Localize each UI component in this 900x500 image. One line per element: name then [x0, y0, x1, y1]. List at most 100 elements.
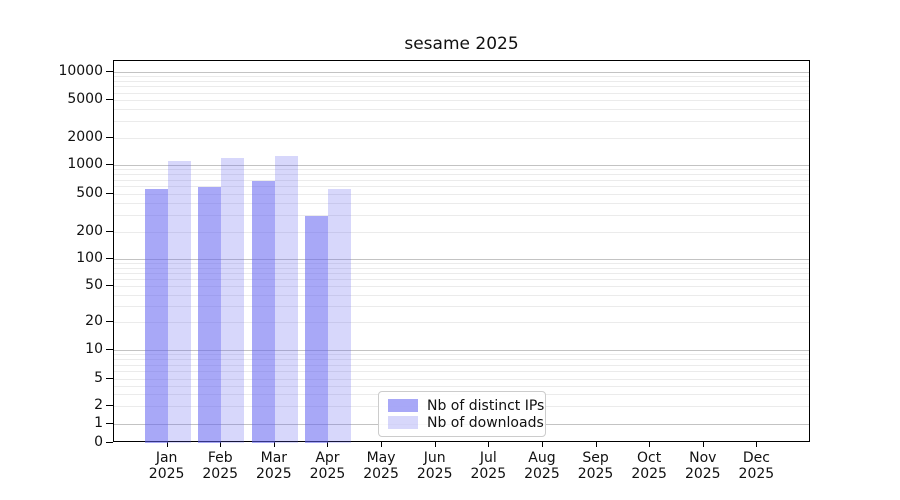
x-tick-label: Jul 2025	[460, 450, 516, 482]
chart-title: sesame 2025	[404, 34, 519, 54]
y-tick-label: 5	[94, 370, 103, 386]
bar-nb-of-distinct-ips	[144, 189, 168, 443]
y-tick-mark	[106, 423, 113, 424]
gridline-minor	[114, 186, 809, 188]
x-tick-month: May	[366, 450, 396, 466]
x-tick-year: 2025	[524, 466, 560, 482]
x-tick-label: Mar 2025	[246, 450, 302, 482]
gridline-minor	[114, 120, 809, 122]
x-tick-mark	[595, 442, 597, 447]
y-tick-label: 200	[76, 223, 103, 239]
gridline-minor	[114, 278, 809, 280]
x-tick-label: Dec 2025	[728, 450, 784, 482]
y-tick-mark	[106, 70, 113, 72]
gridline-minor	[114, 203, 809, 205]
y-tick-mark	[106, 136, 113, 138]
y-tick-label: 1000	[67, 156, 103, 172]
bar-nb-of-downloads	[274, 155, 298, 443]
y-tick-mark	[106, 378, 113, 379]
x-tick-mark	[166, 442, 168, 447]
y-tick-mark	[106, 405, 113, 406]
x-tick-mark	[220, 442, 222, 447]
x-tick-year: 2025	[202, 466, 239, 482]
x-tick-mark	[381, 442, 383, 447]
gridline-major	[114, 259, 809, 260]
x-tick-mark	[327, 442, 329, 447]
gridline-minor	[114, 137, 809, 139]
y-tick-label: 10000	[58, 62, 103, 79]
x-tick-month: Jul	[479, 450, 497, 466]
gridline-minor	[114, 267, 809, 269]
gridline-minor	[114, 354, 809, 356]
gridline-minor	[114, 379, 809, 380]
legend-label: Nb of downloads	[427, 414, 544, 431]
x-tick-year: 2025	[631, 466, 667, 482]
x-tick-label: Feb 2025	[192, 450, 248, 482]
bar-nb-of-distinct-ips	[198, 187, 222, 443]
x-tick-label: Nov 2025	[675, 450, 731, 482]
y-tick-label: 500	[76, 185, 103, 201]
x-tick-label: Apr 2025	[299, 450, 355, 482]
y-tick-label: 0	[94, 434, 103, 450]
y-tick-label: 5000	[67, 91, 103, 107]
legend-item: Nb of downloads	[388, 414, 544, 431]
x-tick-year: 2025	[363, 466, 399, 482]
x-tick-label: Jun 2025	[407, 450, 463, 482]
y-tick-mark	[106, 321, 113, 322]
y-tick-mark	[106, 349, 113, 350]
x-tick-month: Nov	[689, 450, 717, 466]
x-tick-mark	[541, 442, 543, 447]
y-tick-label: 50	[85, 277, 103, 293]
y-tick-mark	[106, 193, 113, 194]
x-tick-year: 2025	[148, 466, 185, 482]
x-tick-label: Sep 2025	[568, 450, 624, 482]
gridline-minor	[114, 322, 809, 323]
gridline-minor	[114, 109, 809, 111]
gridline-minor	[114, 371, 809, 373]
x-tick-month: Jan	[155, 450, 178, 466]
x-tick-label: May 2025	[353, 450, 409, 482]
y-tick-label: 2	[94, 397, 103, 413]
gridline-minor	[114, 75, 809, 77]
gridline-minor	[114, 385, 809, 387]
x-tick-month: Sep	[582, 450, 609, 466]
gridline-minor	[114, 194, 809, 195]
x-tick-mark	[649, 442, 651, 447]
gridline-minor	[114, 86, 809, 88]
gridline-minor	[114, 294, 809, 296]
gridline-minor	[114, 92, 809, 94]
y-tick-mark	[106, 285, 113, 286]
gridline-minor	[114, 263, 809, 265]
y-tick-mark	[106, 164, 113, 165]
y-tick-label: 100	[76, 250, 103, 266]
y-tick-mark	[106, 258, 113, 259]
y-tick-label: 20	[85, 313, 103, 329]
gridline-minor	[114, 286, 809, 287]
y-tick-label: 1	[94, 415, 103, 431]
y-tick-mark	[106, 442, 113, 443]
bar-nb-of-downloads	[328, 189, 352, 443]
gridline-major	[114, 350, 809, 351]
x-tick-month: Aug	[528, 450, 556, 466]
gridline-minor	[114, 100, 809, 101]
gridline-minor	[114, 215, 809, 217]
y-tick-mark	[106, 231, 113, 232]
x-tick-mark	[434, 442, 436, 447]
legend-swatch	[388, 416, 418, 429]
gridline-minor	[114, 80, 809, 82]
legend-swatch	[388, 399, 418, 412]
y-tick-label: 10	[85, 341, 103, 357]
x-tick-year: 2025	[416, 466, 453, 482]
bar-nb-of-distinct-ips	[305, 215, 329, 443]
y-tick-mark	[106, 99, 113, 100]
gridline-minor	[114, 359, 809, 361]
x-tick-label: Oct 2025	[621, 450, 677, 482]
gridline-minor	[114, 174, 809, 176]
gridline-minor	[114, 179, 809, 181]
gridline-minor	[114, 272, 809, 274]
x-tick-month: Oct	[637, 450, 662, 466]
bar-nb-of-downloads	[167, 160, 191, 443]
gridline-minor	[114, 364, 809, 366]
x-tick-year: 2025	[738, 466, 775, 482]
